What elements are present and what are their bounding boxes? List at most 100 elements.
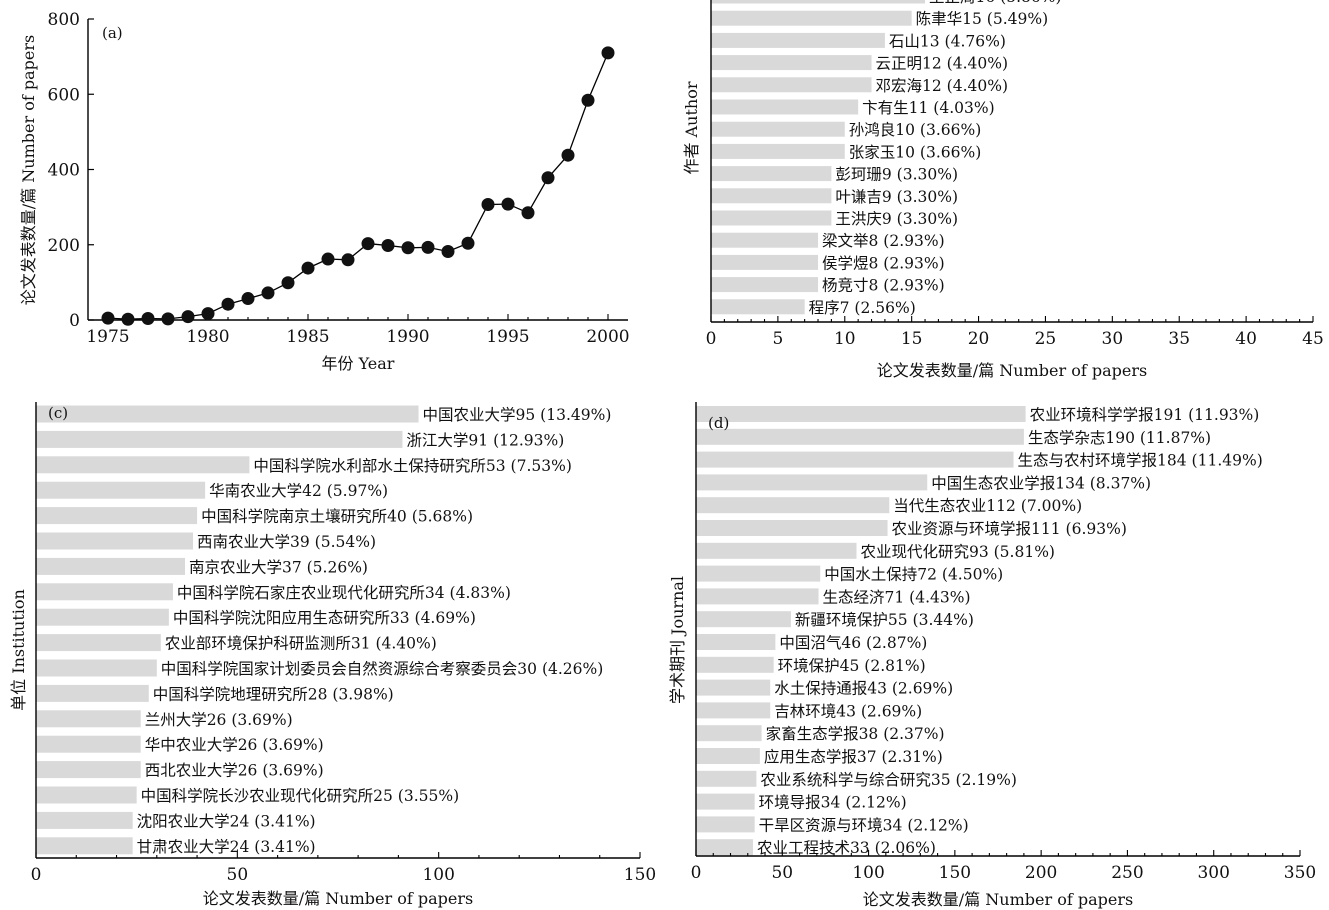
x-axis-title: 论文发表数量/篇 Number of papers	[863, 890, 1133, 909]
bar-label: 当代生态农业112 (7.00%)	[893, 497, 1082, 515]
bar	[711, 77, 872, 93]
bar	[696, 497, 890, 514]
panel-label-a: (a)	[102, 24, 123, 42]
bar	[696, 725, 762, 742]
x-tick-label: 50	[227, 865, 249, 885]
bar-label: 云正明12 (4.40%)	[876, 55, 1008, 73]
x-tick-label: 200	[1025, 863, 1057, 883]
bar-label: 陈聿华15 (5.49%)	[916, 10, 1048, 28]
data-point	[461, 236, 475, 250]
x-tick-label: 1975	[86, 327, 129, 347]
bar	[36, 583, 173, 601]
bar-label: 王洪庆9 (3.30%)	[835, 210, 958, 228]
bar-label: 中国生态农业学报134 (8.37%)	[931, 474, 1151, 492]
x-tick-label: 250	[1111, 863, 1143, 883]
bar	[711, 277, 819, 293]
x-tick-label: 1990	[386, 327, 429, 347]
bar	[711, 166, 832, 182]
bar	[36, 608, 169, 626]
bar-label: 农业环境科学学报191 (11.93%)	[1030, 405, 1260, 424]
x-tick-label: 1985	[286, 327, 329, 347]
bar-label: 环境保护45 (2.81%)	[778, 656, 926, 675]
bar-label: 水土保持通报43 (2.69%)	[774, 680, 953, 698]
data-point	[441, 245, 455, 259]
x-axis-title: 论文发表数量/篇 Number of papers	[877, 361, 1147, 380]
data-point	[361, 237, 375, 251]
bar	[36, 837, 133, 855]
bar-label: 中国科学院南京土壤研究所40 (5.68%)	[201, 507, 473, 526]
bar	[711, 55, 872, 71]
bar	[696, 611, 791, 628]
x-tick-label: 10	[834, 329, 856, 349]
bar-label: 王正周16 (5.86%)	[929, 0, 1061, 6]
x-tick-label: 100	[852, 863, 884, 883]
y-axis-title: 单位 Institution	[9, 589, 28, 711]
bar	[696, 656, 774, 673]
panel-b: 王正周16 (5.86%) 陈聿华15 (5.49%) 石山13 (4.76%) 云正…	[682, 0, 1324, 380]
bar-label: 家畜生态学报38 (2.37%)	[766, 725, 945, 743]
x-tick-label: 0	[691, 863, 702, 883]
bar-label: 沈阳农业大学24 (3.41%)	[137, 812, 316, 830]
bar-label: 中国水土保持72 (4.50%)	[824, 566, 1003, 584]
bar-label: 西北农业大学26 (3.69%)	[145, 762, 324, 780]
bar-label: 新疆环境保护55 (3.44%)	[795, 610, 974, 629]
bar-label: 华南农业大学42 (5.97%)	[209, 482, 388, 500]
data-point	[141, 311, 155, 325]
bar	[36, 430, 403, 448]
bar-label: 环境导报34 (2.12%)	[759, 793, 907, 812]
bar	[711, 299, 805, 315]
data-point	[541, 171, 555, 185]
data-point	[481, 197, 495, 211]
bar	[711, 121, 845, 137]
bar-label: 石山13 (4.76%)	[889, 32, 1006, 50]
data-point	[421, 240, 435, 254]
bar-label: 侯学煜8 (2.93%)	[822, 254, 945, 272]
bar	[711, 232, 819, 248]
y-axis-title: 作者 Author	[682, 81, 701, 174]
data-point	[521, 206, 535, 220]
x-tick-label: 0	[31, 865, 42, 885]
bar	[711, 188, 832, 204]
data-point	[301, 261, 315, 275]
data-point	[241, 292, 255, 306]
bar	[711, 32, 885, 48]
bar-label: 邓宏海12 (4.40%)	[876, 77, 1008, 95]
bar	[696, 770, 757, 787]
bar-label: 中国科学院沈阳应用生态研究所33 (4.69%)	[173, 608, 476, 627]
x-tick-label: 35	[1168, 329, 1190, 349]
bar	[36, 634, 161, 652]
x-axis-title: 年份 Year	[322, 354, 395, 373]
x-tick-label: 45	[1302, 329, 1324, 349]
bar-label: 孙鸿良10 (3.66%)	[849, 121, 981, 139]
bar	[36, 507, 198, 525]
x-tick-label: 1995	[486, 327, 529, 347]
bar-label: 卞有生11 (4.03%)	[862, 99, 994, 117]
x-axis-title: 论文发表数量/篇 Number of papers	[203, 889, 473, 908]
panel-label-c: (c)	[48, 404, 68, 422]
x-tick-label: 50	[771, 863, 793, 883]
x-tick-label: 5	[772, 329, 783, 349]
x-tick-label: 2000	[586, 327, 629, 347]
x-tick-label: 150	[624, 865, 656, 885]
x-tick-label: 40	[1235, 329, 1257, 349]
series-line	[107, 52, 609, 320]
bar	[36, 786, 137, 804]
bar	[36, 735, 141, 753]
data-point	[281, 276, 295, 290]
bar	[36, 684, 149, 702]
data-point	[321, 252, 335, 266]
data-point	[341, 253, 355, 267]
data-point	[501, 197, 515, 211]
bar	[711, 10, 912, 26]
panel-c: 中国农业大学95 (13.49%) 浙江大学91 (12.93%) 中国科学院水利部…	[9, 402, 656, 908]
bar-label: 生态与农村环境学报184 (11.49%)	[1018, 451, 1263, 470]
bar-label: 中国沼气46 (2.87%)	[779, 634, 927, 652]
bar-label: 中国农业大学95 (13.49%)	[423, 406, 612, 424]
bar	[696, 451, 1014, 468]
data-point	[181, 310, 195, 324]
bar-label: 吉林环境43 (2.69%)	[774, 701, 922, 720]
y-axis-title: 学术期刊 Journal	[668, 576, 687, 704]
bar-label: 农业系统科学与综合研究35 (2.19%)	[760, 771, 1017, 789]
bar	[36, 659, 157, 677]
